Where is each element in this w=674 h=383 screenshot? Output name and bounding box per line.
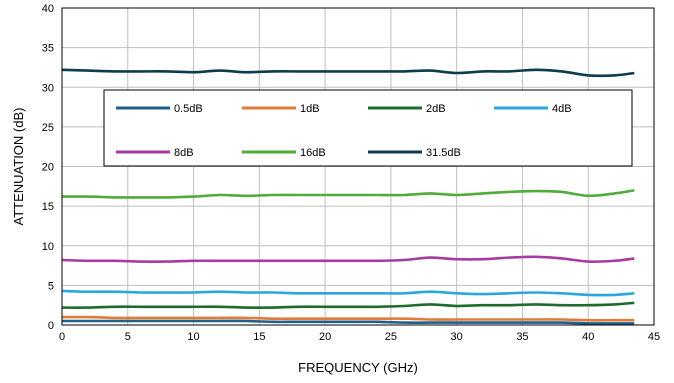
legend-label: 31.5dB [426,147,461,159]
plot-area [61,7,655,326]
legend-label: 1dB [300,103,320,115]
y-tick-label: 5 [48,280,54,292]
x-axis-title: FREQUENCY (GHz) [298,360,418,375]
legend-label: 4dB [552,103,572,115]
y-tick-label: 10 [42,241,54,253]
legend-label: 0.5dB [174,103,203,115]
y-tick-label: 20 [42,162,54,174]
x-tick-label: 30 [451,331,463,343]
y-axis-title: ATTENUATION (dB) [11,108,26,226]
legend-label: 8dB [174,147,194,159]
x-tick-label: 35 [516,331,528,343]
x-tick-label: 40 [582,331,594,343]
series-line-0.5dB [62,319,635,325]
y-tick-label: 25 [42,122,54,134]
x-tick-label: 5 [125,331,131,343]
x-tick-label: 10 [187,331,199,343]
x-tick-label: 45 [648,331,660,343]
series-line-31.5dB [61,68,635,78]
x-tick-label: 15 [253,331,265,343]
series-line-4dB [61,289,635,297]
y-tick-label: 30 [42,82,54,94]
x-tick-label: 25 [385,331,397,343]
y-tick-label: 35 [42,43,54,55]
series-line-8dB [61,255,635,264]
series-lines [61,68,635,325]
y-tick-label: 15 [42,201,54,213]
series-line-2dB [61,301,635,309]
axis-ticks: 0 5 10 15 20 25 30 35 40 45 0 5 10 15 20 25 30 35 40 [42,3,660,343]
legend-label: 16dB [300,147,326,159]
y-tick-label: 40 [42,3,54,15]
x-tick-label: 0 [59,331,65,343]
x-tick-label: 20 [319,331,331,343]
legend: 0.5dB 1dB 2dB 4dB 8dB 16dB 31.5dB [103,89,633,167]
legend-label: 2dB [426,103,446,115]
series-line-1dB [61,315,635,322]
y-tick-label: 0 [48,320,54,332]
series-line-16dB [61,189,635,199]
